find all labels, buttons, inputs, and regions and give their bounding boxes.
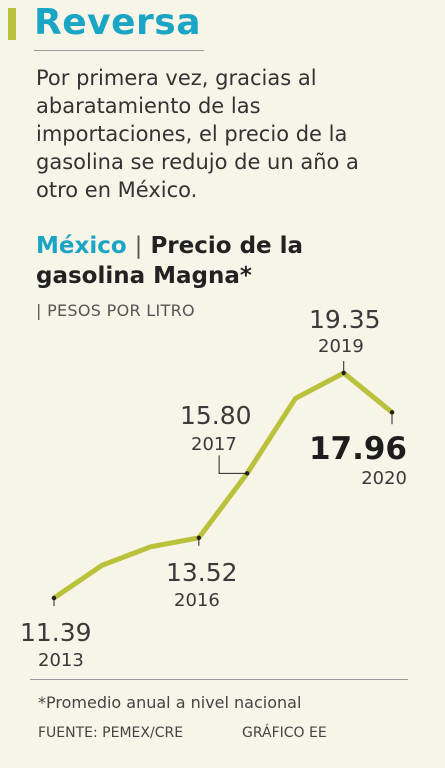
- year-label-2017: 2017: [191, 434, 237, 455]
- value-label-2013: 11.39: [20, 618, 92, 647]
- chart-heading-separator: |: [134, 233, 143, 259]
- footer-divider: [30, 679, 408, 680]
- source-text: FUENTE: PEMEX/CRE: [38, 725, 184, 741]
- value-label-2020: 17.96: [309, 431, 407, 467]
- price-series-line: [51, 370, 395, 601]
- credit-text: GRÁFICO EE: [242, 725, 327, 741]
- year-label-2020: 2020: [361, 468, 407, 489]
- intro-text: Por primera vez, gracias al abaratamient…: [36, 66, 359, 202]
- leader-line-2017: [218, 455, 248, 474]
- footnote: *Promedio anual a nivel nacional: [38, 693, 302, 712]
- data-point-2020: [389, 410, 395, 415]
- value-label-2016: 13.52: [166, 558, 238, 587]
- chart-units: | PESOS POR LITRO: [36, 301, 195, 320]
- year-label-2016: 2016: [174, 590, 220, 611]
- page-title: Reversa: [34, 2, 201, 43]
- title-accent-bar: [8, 8, 16, 40]
- year-label-2013: 2013: [38, 650, 84, 671]
- chart-country: México: [36, 233, 127, 259]
- value-label-2017: 15.80: [180, 401, 252, 430]
- chart-subject: Precio de la gasolina Magna*: [36, 233, 304, 289]
- value-label-2019: 19.35: [309, 305, 381, 334]
- year-label-2019: 2019: [318, 336, 364, 357]
- chart-heading: México | Precio de la gasolina Magna*: [36, 231, 376, 291]
- title-divider: [34, 50, 204, 51]
